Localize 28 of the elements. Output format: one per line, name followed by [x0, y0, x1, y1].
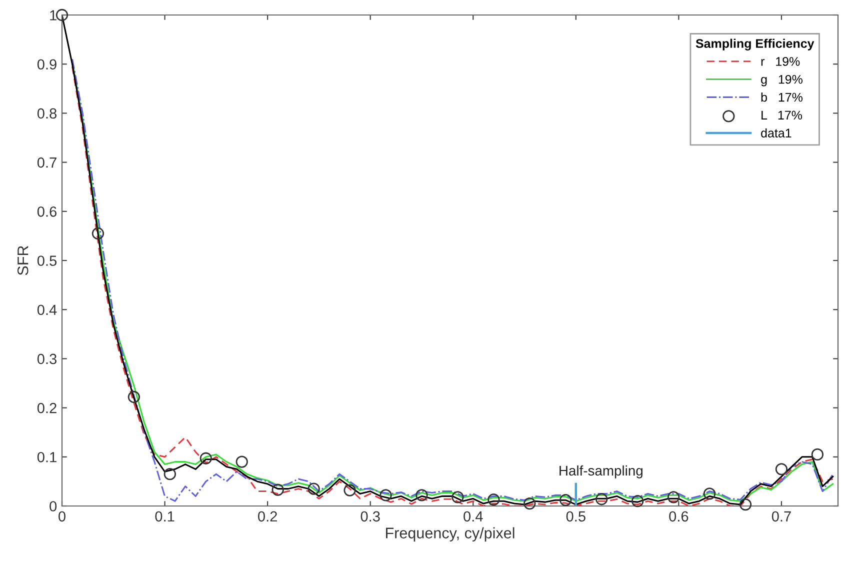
- y-tick-label: 0.1: [37, 452, 56, 462]
- y-tick-label: 1: [50, 10, 56, 20]
- y-tick-label: 0.9: [37, 59, 56, 70]
- legend-label: g 19%: [761, 74, 802, 86]
- x-tick-label: 0: [58, 511, 66, 522]
- x-tick-label: 0.4: [464, 511, 483, 522]
- y-tick-label: 0.6: [37, 206, 56, 217]
- legend-label: b 17%: [761, 92, 802, 102]
- x-tick-label: 0.7: [772, 511, 791, 522]
- y-tick-label: 0.8: [37, 108, 57, 119]
- y-tick-label: 0: [50, 501, 57, 512]
- annotation: Half-sampling: [560, 465, 642, 478]
- x-tick-label: 0.3: [360, 511, 380, 522]
- x-axis-title: Frequency, cy/pixel: [386, 527, 514, 542]
- x-tick-label: 0.2: [258, 511, 277, 522]
- y-tick-label: 0.3: [37, 354, 56, 364]
- x-tick-label: 0.5: [566, 511, 586, 522]
- legend-label: r 19%: [761, 57, 800, 66]
- x-tick-label: 0.1: [155, 511, 174, 522]
- y-tick-label: 0.7: [37, 157, 56, 168]
- y-axis-title: SFR: [17, 246, 28, 276]
- legend-title: Sampling Efficiency: [696, 38, 814, 50]
- y-tick-label: 0.5: [37, 256, 57, 266]
- legend-label: data1: [761, 128, 792, 138]
- x-tick-label: 0.6: [669, 511, 688, 522]
- y-tick-label: 0.4: [37, 304, 57, 316]
- legend-label: L 17%: [762, 110, 802, 120]
- y-tick-label: 0.2: [37, 402, 56, 414]
